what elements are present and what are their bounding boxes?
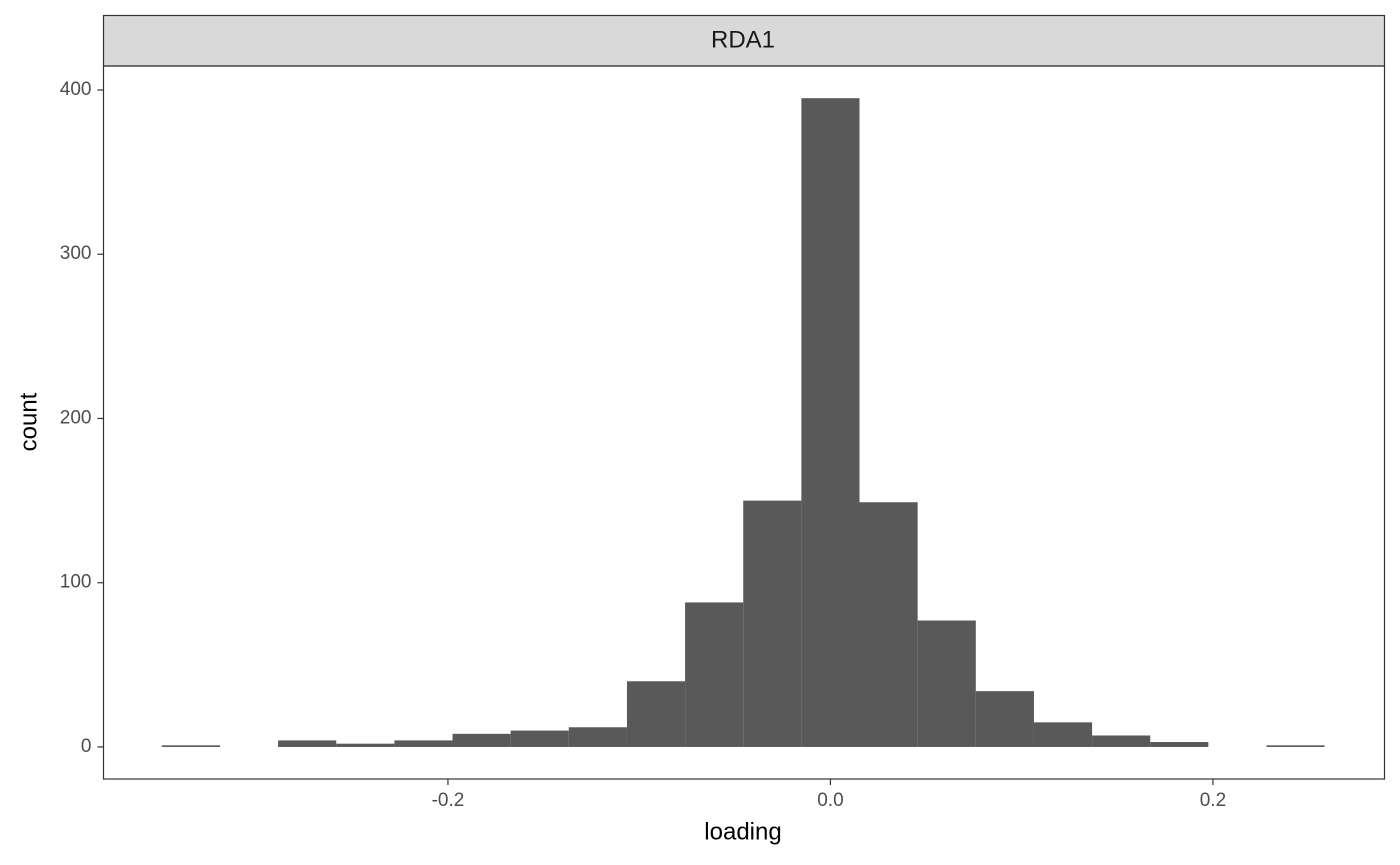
bar <box>1033 722 1093 747</box>
bar <box>1092 735 1151 747</box>
y-tick-label: 0 <box>81 736 92 757</box>
x-tick-label: -0.2 <box>432 790 465 811</box>
y-tick-label: 200 <box>60 407 92 428</box>
bar <box>1150 742 1209 747</box>
x-tick-label: 0.2 <box>1200 790 1226 811</box>
bar <box>626 681 686 747</box>
bar <box>743 500 802 747</box>
facet-label: RDA1 <box>711 26 775 53</box>
bar <box>685 602 744 747</box>
y-axis-title: count <box>15 392 42 451</box>
bar <box>336 743 395 747</box>
bar <box>568 727 627 747</box>
bar <box>161 745 220 747</box>
bar <box>510 730 569 747</box>
y-tick-label: 400 <box>60 79 92 100</box>
bar <box>394 740 453 747</box>
bar <box>278 740 337 747</box>
x-tick-label: 0.0 <box>817 790 843 811</box>
facet-strip <box>102 14 1386 67</box>
bar <box>859 502 918 747</box>
panel-border <box>102 65 1386 780</box>
bar <box>917 620 976 747</box>
x-axis-title: loading <box>704 818 781 845</box>
bar <box>452 733 511 747</box>
bar <box>801 98 860 747</box>
y-tick-label: 300 <box>60 243 92 264</box>
y-tick-label: 100 <box>60 572 92 593</box>
bar <box>1266 745 1325 747</box>
bar <box>975 691 1034 747</box>
